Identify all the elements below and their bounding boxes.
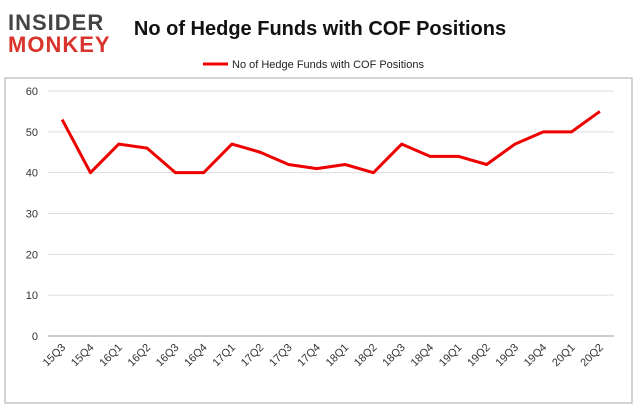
- x-tick-label: 17Q4: [295, 342, 323, 370]
- x-tick-label: 19Q3: [494, 342, 522, 370]
- y-tick-label: 30: [26, 209, 38, 221]
- legend-label: No of Hedge Funds with COF Positions: [232, 59, 424, 71]
- x-tick-label: 18Q1: [324, 342, 352, 370]
- x-tick-label: 16Q3: [154, 342, 182, 370]
- x-tick-label: 19Q4: [522, 342, 550, 370]
- x-tick-label: 18Q2: [352, 342, 380, 370]
- x-tick-label: 17Q2: [239, 342, 267, 370]
- logo-top: INSIDER: [8, 10, 104, 35]
- x-tick-label: 16Q4: [182, 342, 210, 370]
- x-tick-label: 17Q1: [211, 342, 239, 370]
- y-tick-label: 10: [26, 290, 38, 302]
- logo-bottom: MONKEY: [8, 32, 111, 57]
- x-tick-label: 20Q2: [578, 342, 606, 370]
- x-tick-label: 18Q3: [380, 342, 408, 370]
- x-tick-label: 15Q4: [69, 342, 97, 370]
- x-tick-label: 19Q1: [437, 342, 465, 370]
- y-tick-label: 0: [32, 331, 38, 343]
- y-tick-label: 50: [26, 127, 38, 139]
- x-tick-label: 17Q3: [267, 342, 295, 370]
- x-tick-label: 16Q2: [126, 342, 154, 370]
- x-tick-label: 19Q2: [465, 342, 493, 370]
- x-tick-label: 20Q1: [550, 342, 578, 370]
- series-line: [60, 110, 601, 175]
- x-tick-label: 18Q4: [409, 342, 437, 370]
- y-tick-label: 20: [26, 249, 38, 261]
- y-tick-label: 60: [26, 86, 38, 98]
- y-tick-label: 40: [26, 168, 38, 180]
- chart-border: [4, 77, 633, 404]
- x-tick-label: 16Q1: [97, 342, 125, 370]
- chart-title: No of Hedge Funds with COF Positions: [134, 18, 506, 40]
- x-tick-label: 15Q3: [41, 342, 69, 370]
